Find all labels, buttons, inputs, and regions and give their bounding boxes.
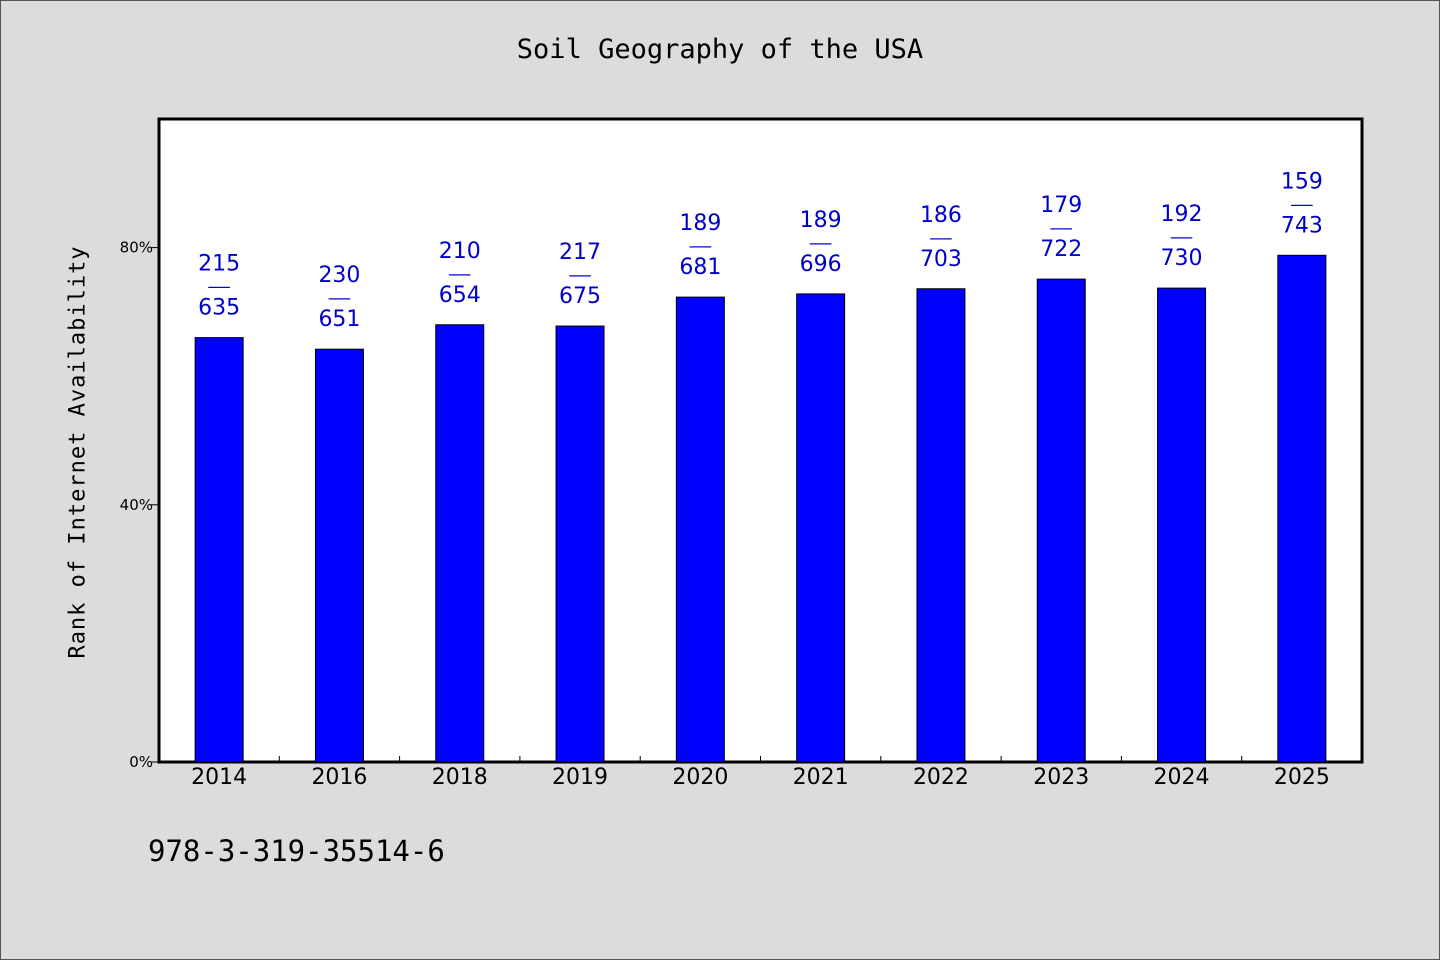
bar-2021 (796, 293, 846, 763)
bar-label-bottom: 722 (1040, 237, 1082, 262)
bar-label-bottom: 675 (559, 284, 601, 309)
bar-label-separator: —— (810, 233, 832, 254)
x-tick-label-2016: 2016 (311, 765, 367, 790)
bar-label-top: 159 (1281, 169, 1323, 194)
bar-label-top: 186 (920, 203, 962, 228)
x-tick-label-2024: 2024 (1154, 765, 1210, 790)
y-tick-label-0%: 0% (129, 753, 153, 771)
bar-label-bottom: 681 (679, 255, 721, 280)
x-tick-label-2025: 2025 (1274, 765, 1330, 790)
x-tick-label-2014: 2014 (191, 765, 247, 790)
x-tick-label-2020: 2020 (672, 765, 728, 790)
bar-label-bottom: 651 (318, 307, 360, 332)
bar-label-separator: —— (569, 265, 591, 286)
bar-label-bottom: 696 (800, 252, 842, 277)
bar-label-top: 210 (439, 239, 481, 264)
x-tick-label-2023: 2023 (1033, 765, 1089, 790)
y-axis-label: Rank of Internet Availability (65, 245, 91, 659)
bar-label-bottom: 654 (439, 283, 481, 308)
bar-label-bottom: 730 (1161, 246, 1203, 271)
bar-2024 (1157, 287, 1207, 763)
x-axis: 2014 2016 2018 2019 2020 2021 2022 2023 2024 2025 (191, 756, 1330, 790)
y-tick-label-80%: 80% (120, 239, 153, 257)
bar-label-top: 192 (1161, 202, 1203, 227)
bar-label-separator: —— (208, 277, 230, 298)
bar-label-top: 189 (679, 211, 721, 236)
bars-layer (194, 254, 1327, 763)
bar-2020 (675, 296, 725, 763)
bar-label-top: 215 (198, 252, 240, 277)
bar-label-bottom: 635 (198, 296, 240, 321)
bar-label-separator: —— (1291, 194, 1313, 215)
bar-2025 (1277, 254, 1327, 763)
y-tick-label-40%: 40% (120, 496, 153, 514)
bar-2019 (555, 325, 605, 763)
bar-label-separator: —— (449, 264, 471, 285)
y-axis: 0% 40% 80% (120, 239, 159, 771)
bar-label-bottom: 703 (920, 247, 962, 272)
bar-2022 (916, 288, 966, 763)
bar-2014 (194, 337, 244, 763)
bar-label-bottom: 743 (1281, 213, 1323, 238)
x-tick-label-2019: 2019 (552, 765, 608, 790)
x-tick-label-2022: 2022 (913, 765, 969, 790)
bar-label-top: 179 (1040, 193, 1082, 218)
x-tick-label-2021: 2021 (793, 765, 849, 790)
x-tick-label-2018: 2018 (432, 765, 488, 790)
bar-label-top: 217 (559, 240, 601, 265)
bar-label-separator: —— (329, 288, 351, 309)
bar-2016 (314, 348, 364, 763)
bar-label-top: 230 (318, 263, 360, 288)
bar-2018 (435, 324, 485, 763)
bar-2023 (1036, 278, 1086, 763)
bar-label-separator: —— (1050, 218, 1072, 239)
bar-labels-layer: 215——635230——651210——654217——675189——681… (198, 169, 1323, 332)
chart-title: Soil Geography of the USA (516, 34, 924, 65)
isbn-code: 978-3-319-35514-6 (148, 834, 445, 868)
bar-label-separator: —— (1171, 227, 1193, 248)
bar-label-top: 189 (800, 208, 842, 233)
bar-label-separator: —— (930, 228, 952, 249)
bar-label-separator: —— (690, 236, 712, 257)
